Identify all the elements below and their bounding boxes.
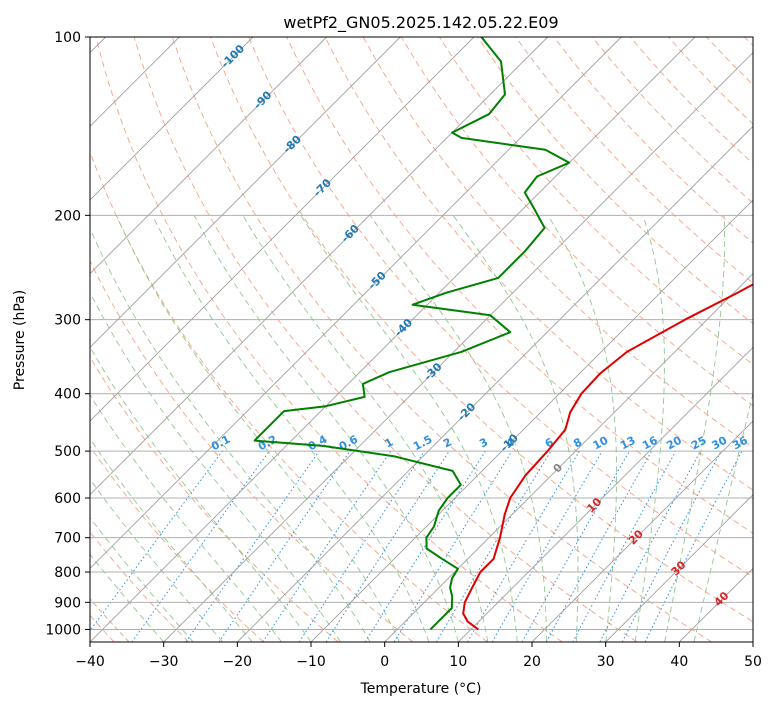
isotherm-line — [531, 420, 753, 642]
moist-adiabat — [90, 291, 341, 642]
mixing-ratio-line — [393, 450, 513, 642]
dry-adiabat — [515, 37, 753, 284]
x-axis-label: Temperature (°C) — [360, 681, 482, 697]
x-tick-label: 10 — [449, 654, 467, 670]
isotherm-line — [90, 37, 696, 642]
isotherm-line — [90, 37, 622, 569]
dry-adiabat — [95, 37, 563, 642]
moist-adiabat — [90, 478, 223, 642]
y-tick-label: 600 — [54, 491, 81, 507]
dewpoint-profile-line — [253, 37, 571, 631]
y-tick-label: 500 — [54, 444, 81, 460]
mixing-ratio-line — [185, 450, 320, 642]
x-tick-label: 20 — [523, 654, 541, 670]
isotherm-gridlines — [90, 37, 753, 642]
y-tick-label: 800 — [54, 565, 81, 581]
y-tick-label: 300 — [54, 313, 81, 329]
dry-adiabat — [90, 356, 339, 642]
mixing-ratio-label: 25 — [689, 434, 709, 453]
y-axis-ticks: 100 200 300 400 500 600 700 800 900 1000 — [45, 30, 90, 638]
isotherm-line — [90, 37, 548, 496]
temperature-profile-line — [462, 283, 753, 631]
dry-adiabat — [90, 259, 414, 642]
y-axis-label: Pressure (hPa) — [12, 290, 28, 390]
moist-adiabat — [634, 215, 665, 642]
isotherm-line — [237, 125, 753, 642]
mixing-ratio-line — [298, 450, 425, 642]
dry-adiabat — [248, 37, 753, 578]
isotherm-line — [384, 273, 753, 642]
moist-adiabat — [90, 394, 282, 642]
dry-adiabat — [171, 37, 712, 642]
isotherm-line — [90, 37, 254, 201]
isotherm-line — [310, 199, 753, 642]
mixing-ratio-line — [262, 450, 392, 642]
mixing-ratio-line — [545, 450, 653, 642]
tan-reference-curves — [90, 598, 130, 642]
mixing-ratio-label: 13 — [618, 434, 638, 453]
x-tick-label: 30 — [597, 654, 615, 670]
isotherm-line — [163, 52, 753, 642]
moist-adiabat — [115, 215, 400, 642]
x-tick-label: −30 — [149, 654, 179, 670]
y-tick-label: 700 — [54, 531, 81, 547]
mixing-ratio-label: 36 — [730, 434, 750, 453]
x-tick-label: 40 — [670, 654, 688, 670]
mixing-ratio-label: 20 — [664, 434, 684, 453]
isotherm-line — [90, 37, 327, 275]
y-tick-label: 400 — [54, 387, 81, 403]
mixing-ratio-line — [131, 450, 270, 642]
isotherm-line — [458, 346, 753, 642]
isotherm-line — [90, 37, 475, 422]
chart-title: wetPf2_GN05.2025.142.05.22.E09 — [283, 13, 558, 33]
y-tick-label: 200 — [54, 208, 81, 224]
x-tick-label: 50 — [744, 654, 762, 670]
x-tick-label: −40 — [75, 654, 105, 670]
isotherm-line — [605, 494, 753, 642]
y-tick-label: 100 — [54, 30, 81, 46]
mixing-ratio-label: 16 — [640, 434, 660, 453]
mixing-ratio-lines — [90, 450, 743, 642]
x-axis-ticks: −40 −30 −20 −10 0 10 20 30 40 50 — [75, 642, 762, 670]
x-tick-label: 0 — [380, 654, 389, 670]
isotherm-line — [90, 37, 401, 348]
mixing-ratio-line — [521, 450, 630, 642]
moist-adiabat — [152, 215, 430, 642]
isobar-gridlines — [90, 37, 753, 630]
mixing-ratio-line — [325, 450, 450, 642]
x-tick-label: −10 — [296, 654, 326, 670]
moist-adiabats — [90, 215, 753, 642]
reference-curve — [90, 598, 130, 642]
mixing-ratio-label: 10 — [591, 434, 611, 453]
plot-area: 0.1 0.2 0.4 0.6 1 1.5 2 3 4 6 8 10 13 16 20 25 30 36 -100… — [90, 37, 753, 642]
dry-adiabat — [90, 445, 264, 642]
mixing-ratio-line — [90, 450, 223, 632]
moist-adiabat — [664, 215, 726, 642]
mixing-ratio-line — [644, 450, 743, 642]
moist-adiabat — [369, 215, 548, 642]
moist-adiabat — [90, 437, 253, 642]
moist-adiabat — [452, 215, 579, 642]
plot-frame — [89, 36, 754, 643]
y-tick-label: 900 — [54, 595, 81, 611]
mixing-ratio-line — [572, 450, 677, 642]
mixing-ratio-line — [218, 450, 351, 642]
dry-adiabat — [210, 37, 753, 623]
mixing-ratio-label: 30 — [710, 434, 730, 453]
dry-adiabat — [286, 37, 753, 534]
dry-adiabat — [133, 37, 638, 642]
dry-adiabat — [324, 37, 753, 491]
moist-adiabat — [193, 215, 459, 642]
moist-adiabat — [547, 215, 617, 642]
dry-adiabats — [90, 37, 753, 642]
profile-series — [253, 37, 753, 631]
x-tick-label: −20 — [223, 654, 253, 670]
y-tick-label: 1000 — [45, 622, 81, 638]
moist-adiabat — [90, 345, 312, 642]
